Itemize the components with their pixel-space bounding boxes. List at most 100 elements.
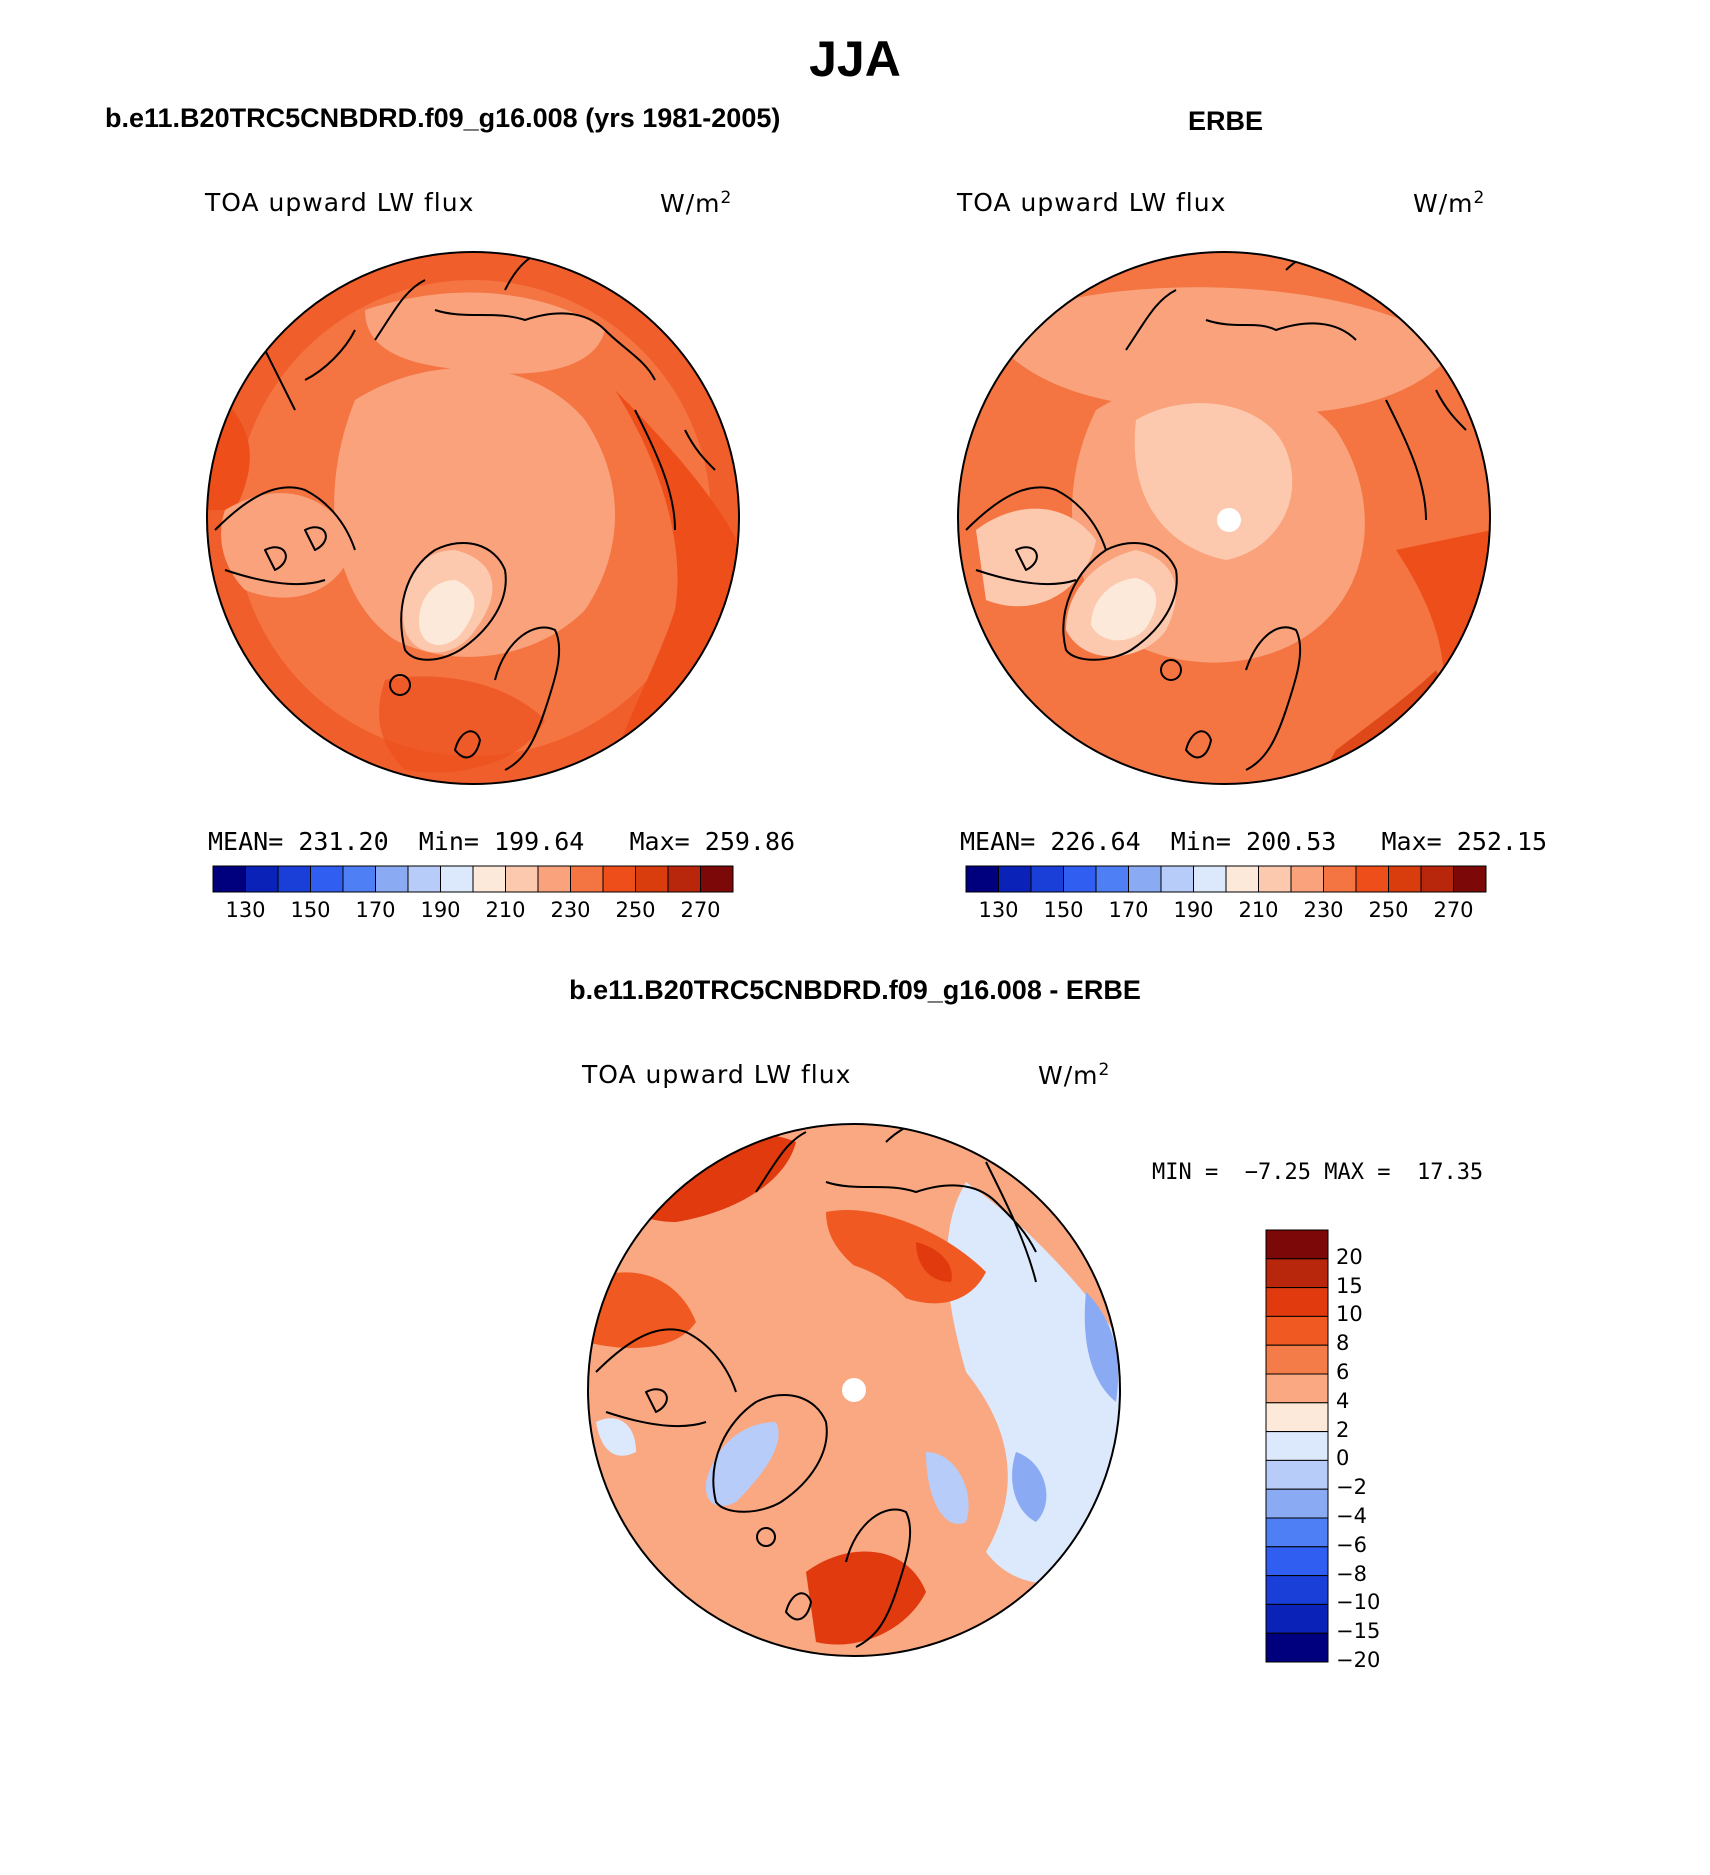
colorbar-box <box>212 865 246 893</box>
panel-obs-colorbar-labels: 130 150 170 190 210 230 250 270 <box>966 898 1486 928</box>
colorbar-box <box>1193 865 1227 893</box>
colorbar-box <box>1063 865 1097 893</box>
colorbar-tick-label: 190 <box>420 898 461 922</box>
colorbar-box <box>1265 1488 1329 1519</box>
map-field-scandinavia-hot <box>806 1551 926 1645</box>
missing-data-pole <box>842 1378 866 1402</box>
colorbar-box <box>1095 865 1129 893</box>
colorbar-box <box>472 865 506 893</box>
colorbar-box <box>998 865 1032 893</box>
map-field-siberia <box>365 292 605 374</box>
map-field-arctic-inner <box>1134 403 1293 560</box>
colorbar-tick-label: −8 <box>1336 1561 1367 1586</box>
colorbar-box <box>1265 1229 1329 1260</box>
coastline-iceland <box>1160 659 1182 681</box>
panel-model-variable: TOA upward LW flux <box>205 188 475 217</box>
panel-obs-colorbar <box>965 865 1487 893</box>
panel-model-colorbar <box>212 865 734 893</box>
panel-diff-colorbar-labels: 20 15 10 8 6 4 2 0 −2 −4 −6 −8 −10 −15 −… <box>1336 1230 1456 1672</box>
panel-obs-stats: MEAN= 226.64 Min= 200.53 Max= 252.15 <box>960 827 1548 856</box>
map-field-greenland-core <box>1091 578 1157 641</box>
panel-diff-map <box>587 1123 1121 1657</box>
panel-obs-variable: TOA upward LW flux <box>957 188 1227 217</box>
colorbar-box <box>505 865 539 893</box>
colorbar-box <box>407 865 441 893</box>
colorbar-tick-label: 20 <box>1336 1244 1363 1269</box>
colorbar-box <box>1355 865 1389 893</box>
missing-data-pole <box>1217 508 1241 532</box>
map-field-russia-hotter <box>916 1242 952 1282</box>
map-field-arctic-mild <box>744 1257 918 1422</box>
colorbar-box <box>1225 865 1259 893</box>
colorbar-tick-label: −10 <box>1336 1590 1381 1615</box>
colorbar-tick-label: 170 <box>1108 898 1149 922</box>
figure-title: JJA <box>809 31 901 87</box>
colorbar-box <box>245 865 279 893</box>
colorbar-box <box>1265 1287 1329 1317</box>
colorbar-box <box>1265 1575 1329 1605</box>
colorbar-box <box>1265 1402 1329 1433</box>
colorbar-box <box>277 865 311 893</box>
panel-diff-header: b.e11.B20TRC5CNBDRD.f09_g16.008 - ERBE <box>569 975 1141 1005</box>
colorbar-box <box>1030 865 1064 893</box>
coastline-iceland <box>389 674 411 696</box>
colorbar-tick-label: 230 <box>1303 898 1344 922</box>
colorbar-box <box>1265 1632 1329 1663</box>
colorbar-tick-label: 6 <box>1336 1360 1350 1384</box>
colorbar-box <box>1388 865 1422 893</box>
colorbar-box <box>965 865 999 893</box>
colorbar-box <box>1128 865 1162 893</box>
colorbar-box <box>1265 1344 1329 1375</box>
panel-obs-unit: W/m2 <box>1413 188 1486 218</box>
colorbar-tick-label: −15 <box>1336 1619 1381 1644</box>
panel-model-stats: MEAN= 231.20 Min= 199.64 Max= 259.86 <box>208 827 796 856</box>
coastline-canada <box>965 486 1107 586</box>
colorbar-box <box>1265 1459 1329 1490</box>
colorbar-tick-label: 210 <box>485 898 526 922</box>
coastline-siberia <box>755 1124 1037 1253</box>
colorbar-box <box>310 865 344 893</box>
colorbar-box <box>570 865 604 893</box>
map-field-mid-ring <box>986 287 1456 414</box>
colorbar-box <box>1160 865 1194 893</box>
panel-diff-unit: W/m2 <box>1038 1060 1111 1090</box>
coastline-canada <box>595 1328 737 1428</box>
coastline-alaska <box>264 329 356 411</box>
colorbar-tick-label: 150 <box>1043 898 1084 922</box>
map-field-north-atlantic <box>379 676 545 773</box>
colorbar-tick-label: −2 <box>1336 1475 1367 1500</box>
colorbar-box <box>1453 865 1487 893</box>
colorbar-box <box>1265 1517 1329 1548</box>
coastline-canada <box>214 486 356 586</box>
colorbar-box <box>537 865 571 893</box>
colorbar-tick-label: 2 <box>1336 1417 1350 1442</box>
map-field-east-cool <box>947 1182 1120 1584</box>
colorbar-tick-label: 230 <box>550 898 591 922</box>
colorbar-box <box>440 865 474 893</box>
panel-model-colorbar-labels: 130 150 170 190 210 230 250 270 <box>213 898 733 928</box>
colorbar-tick-label: 10 <box>1336 1302 1363 1327</box>
colorbar-box <box>602 865 636 893</box>
panel-model-unit: W/m2 <box>660 188 733 218</box>
colorbar-box <box>1265 1373 1329 1404</box>
colorbar-box <box>1265 1603 1329 1634</box>
colorbar-box <box>342 865 376 893</box>
coastline-britain <box>454 730 481 759</box>
colorbar-box <box>1265 1546 1329 1577</box>
coastline-greenland <box>400 541 507 661</box>
colorbar-box <box>1420 865 1454 893</box>
map-field-east-cooler <box>1084 1292 1119 1402</box>
coastline-eurasia-east <box>634 409 716 531</box>
coastline-greenland <box>1062 541 1178 661</box>
colorbar-tick-label: 0 <box>1336 1446 1350 1471</box>
colorbar-tick-label: 270 <box>1433 898 1474 922</box>
coastline-britain <box>785 1592 812 1621</box>
panel-diff-variable: TOA upward LW flux <box>582 1060 852 1089</box>
colorbar-box <box>1265 1431 1329 1461</box>
colorbar-tick-label: 210 <box>1238 898 1279 922</box>
panel-diff-minmax: MIN = −7.25 MAX = 17.35 <box>1152 1160 1484 1185</box>
colorbar-box <box>1265 1315 1329 1346</box>
colorbar-tick-label: 250 <box>615 898 656 922</box>
map-field-canada <box>221 493 355 598</box>
panel-model-map <box>206 251 740 785</box>
